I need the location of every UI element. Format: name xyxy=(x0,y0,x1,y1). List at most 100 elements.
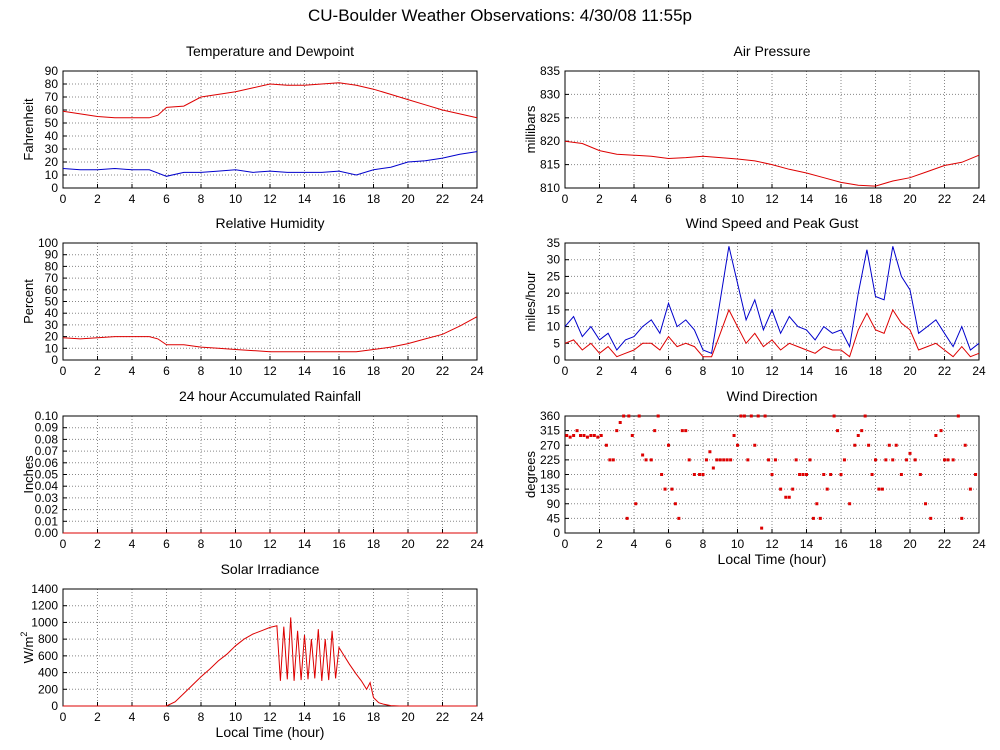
x-tick-label: 20 xyxy=(401,364,415,378)
y-tick-label: 1000 xyxy=(31,615,58,629)
x-tick-label: 0 xyxy=(60,192,67,206)
data-point xyxy=(968,487,972,491)
series-line-1 xyxy=(564,140,980,187)
y-tick-label: 30 xyxy=(547,253,561,267)
x-tick-label: 22 xyxy=(938,537,952,551)
plot-frame xyxy=(564,70,980,189)
data-point xyxy=(763,414,767,418)
y-tick-label: 0.04 xyxy=(35,479,59,493)
data-point xyxy=(634,502,638,506)
x-tick-label: 8 xyxy=(700,192,707,206)
data-point xyxy=(946,458,950,462)
x-tick-label: 22 xyxy=(436,537,450,551)
data-point xyxy=(608,458,612,462)
y-tick-label: 225 xyxy=(540,453,560,467)
x-tick-label: 10 xyxy=(731,192,745,206)
x-tick-label: 2 xyxy=(596,192,603,206)
data-point xyxy=(644,458,648,462)
x-tick-label: 6 xyxy=(163,537,170,551)
y-tick-label: 1200 xyxy=(31,599,58,613)
x-tick-label: 12 xyxy=(765,364,779,378)
data-point xyxy=(756,414,760,418)
data-point xyxy=(596,435,600,439)
data-point xyxy=(687,458,691,462)
data-point xyxy=(568,435,572,439)
x-tick-label: 10 xyxy=(229,192,243,206)
y-tick-label: 70 xyxy=(45,90,59,104)
y-tick-label: 835 xyxy=(540,64,560,78)
x-tick-label: 24 xyxy=(972,192,986,206)
data-point xyxy=(934,434,938,437)
x-tick-label: 22 xyxy=(938,192,952,206)
x-tick-label: 2 xyxy=(94,364,101,378)
data-point xyxy=(653,429,657,433)
data-point xyxy=(913,458,917,462)
plot-frame xyxy=(62,242,478,361)
data-point xyxy=(887,443,891,447)
y-tick-label: 0.01 xyxy=(35,514,59,528)
series-line-1 xyxy=(564,246,980,354)
x-tick-label: 22 xyxy=(436,192,450,206)
x-tick-label: 8 xyxy=(198,364,205,378)
y-tick-label: 825 xyxy=(540,111,560,125)
x-tick-label: 4 xyxy=(129,364,136,378)
x-tick-label: 0 xyxy=(562,537,569,551)
data-point xyxy=(725,458,729,462)
y-tick-label: 15 xyxy=(547,303,561,317)
x-tick-label: 22 xyxy=(938,364,952,378)
x-tick-label: 18 xyxy=(367,364,381,378)
y-tick-label: 35 xyxy=(547,236,561,250)
y-tick-label: 30 xyxy=(45,142,59,156)
y-tick-label: 80 xyxy=(45,259,59,273)
x-tick-label: 4 xyxy=(129,710,136,724)
data-point xyxy=(798,473,802,476)
x-tick-label: 0 xyxy=(60,710,67,724)
y-tick-label: 0 xyxy=(51,699,58,713)
data-point xyxy=(565,434,569,437)
y-tick-label: 100 xyxy=(38,236,58,250)
plot-frame xyxy=(62,70,478,189)
data-point xyxy=(784,495,788,499)
x-tick-label: 12 xyxy=(765,192,779,206)
x-tick-label: 18 xyxy=(869,364,883,378)
x-tick-label: 16 xyxy=(834,537,848,551)
y-axis-label: millibars xyxy=(523,105,538,153)
x-tick-label: 24 xyxy=(470,537,484,551)
x-tick-label: 6 xyxy=(163,364,170,378)
x-tick-label: 0 xyxy=(60,537,67,551)
x-axis-label: Local Time (hour) xyxy=(718,551,827,567)
x-tick-label: 14 xyxy=(298,192,312,206)
y-tick-label: 80 xyxy=(45,77,59,91)
data-point xyxy=(794,458,798,462)
series-line-1 xyxy=(63,617,477,707)
y-tick-label: 135 xyxy=(540,482,560,496)
x-tick-label: 12 xyxy=(765,537,779,551)
data-point xyxy=(863,414,867,418)
data-point xyxy=(963,443,967,447)
y-tick-label: 0.03 xyxy=(35,491,59,505)
y-tick-label: 50 xyxy=(45,116,59,130)
x-tick-label: 0 xyxy=(562,364,569,378)
x-tick-label: 8 xyxy=(700,537,707,551)
data-point xyxy=(641,453,645,457)
x-tick-label: 18 xyxy=(367,710,381,724)
data-point xyxy=(779,487,783,491)
x-tick-label: 10 xyxy=(731,537,745,551)
data-point xyxy=(708,450,712,454)
y-tick-label: 0.07 xyxy=(35,444,59,458)
chart-title: 24 hour Accumulated Rainfall xyxy=(179,388,361,404)
x-tick-label: 14 xyxy=(800,537,814,551)
x-tick-label: 16 xyxy=(332,364,346,378)
y-tick-label: 815 xyxy=(540,158,560,172)
series-line-2 xyxy=(62,151,478,177)
data-point xyxy=(929,516,933,520)
x-tick-label: 20 xyxy=(401,537,415,551)
data-point xyxy=(853,443,857,447)
x-tick-label: 4 xyxy=(129,192,136,206)
data-point xyxy=(582,434,586,437)
x-tick-label: 20 xyxy=(401,710,415,724)
x-tick-label: 6 xyxy=(163,710,170,724)
